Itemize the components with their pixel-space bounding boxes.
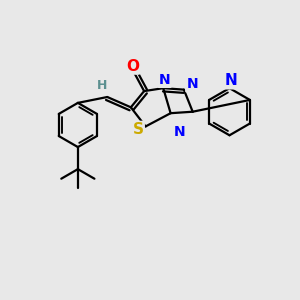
Text: N: N xyxy=(159,73,170,87)
Text: N: N xyxy=(186,77,198,91)
Text: N: N xyxy=(225,73,237,88)
Text: S: S xyxy=(133,122,144,137)
Text: O: O xyxy=(126,58,139,74)
Text: H: H xyxy=(97,79,107,92)
Text: N: N xyxy=(174,125,185,139)
